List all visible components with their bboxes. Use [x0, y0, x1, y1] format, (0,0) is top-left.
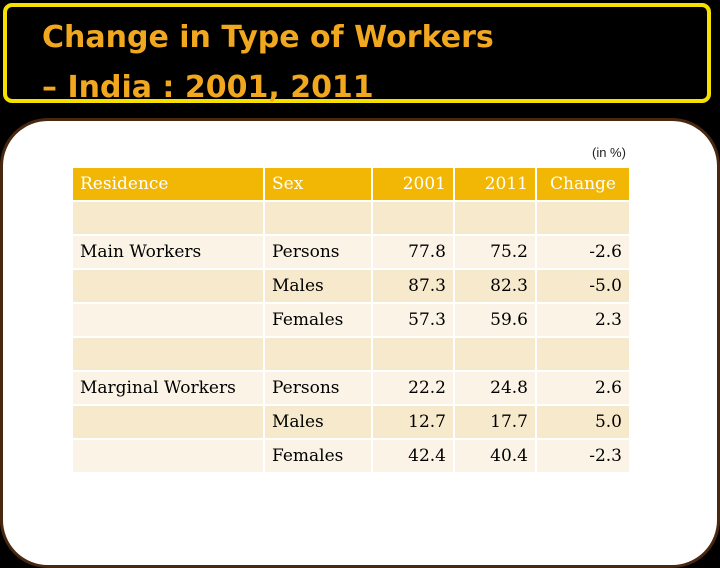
cell-2001: 12.7: [373, 406, 455, 440]
table-row: Females 57.3 59.6 2.3: [73, 304, 631, 338]
header-sex: Sex: [265, 168, 373, 202]
cell-2001: 57.3: [373, 304, 455, 338]
cell-residence: [73, 440, 265, 474]
cell-2001: 87.3: [373, 270, 455, 304]
cell-change: 2.3: [537, 304, 631, 338]
cell-residence: [73, 202, 265, 236]
cell-2011: 17.7: [455, 406, 537, 440]
cell-2001: 77.8: [373, 236, 455, 270]
cell-sex: Females: [265, 304, 373, 338]
title-banner: [3, 3, 711, 103]
cell-sex: [265, 202, 373, 236]
header-change: Change: [537, 168, 631, 202]
header-2011: 2011: [455, 168, 537, 202]
cell-change: 5.0: [537, 406, 631, 440]
cell-sex: Males: [265, 406, 373, 440]
cell-2001: [373, 202, 455, 236]
table-row: [73, 338, 631, 372]
table-header-row: Residence Sex 2001 2011 Change: [73, 168, 631, 202]
table-row: Males 87.3 82.3 -5.0: [73, 270, 631, 304]
header-2001: 2001: [373, 168, 455, 202]
workers-table: Residence Sex 2001 2011 Change Main Work…: [73, 168, 631, 474]
cell-change: 2.6: [537, 372, 631, 406]
cell-change: -2.6: [537, 236, 631, 270]
slide-title-line-1: Change in Type of Workers: [42, 20, 494, 55]
cell-2001: 22.2: [373, 372, 455, 406]
cell-2011: 59.6: [455, 304, 537, 338]
table-row: [73, 202, 631, 236]
cell-residence: [73, 338, 265, 372]
cell-residence: [73, 406, 265, 440]
cell-change: [537, 338, 631, 372]
cell-2001: 42.4: [373, 440, 455, 474]
cell-2011: 75.2: [455, 236, 537, 270]
table-row: Marginal Workers Persons 22.2 24.8 2.6: [73, 372, 631, 406]
cell-2011: 24.8: [455, 372, 537, 406]
cell-sex: Females: [265, 440, 373, 474]
table-row: Females 42.4 40.4 -2.3: [73, 440, 631, 474]
cell-change: -5.0: [537, 270, 631, 304]
cell-2011: [455, 202, 537, 236]
cell-change: [537, 202, 631, 236]
cell-2011: 82.3: [455, 270, 537, 304]
header-residence: Residence: [73, 168, 265, 202]
cell-sex: [265, 338, 373, 372]
cell-residence: [73, 270, 265, 304]
cell-2011: [455, 338, 537, 372]
table-row: Main Workers Persons 77.8 75.2 -2.6: [73, 236, 631, 270]
cell-sex: Persons: [265, 236, 373, 270]
cell-residence: Main Workers: [73, 236, 265, 270]
table-row: Males 12.7 17.7 5.0: [73, 406, 631, 440]
cell-residence: [73, 304, 265, 338]
cell-2011: 40.4: [455, 440, 537, 474]
cell-sex: Persons: [265, 372, 373, 406]
unit-note: (in %): [592, 145, 626, 160]
cell-sex: Males: [265, 270, 373, 304]
slide-title-line-2: – India : 2001, 2011: [42, 70, 374, 105]
cell-2001: [373, 338, 455, 372]
cell-change: -2.3: [537, 440, 631, 474]
cell-residence: Marginal Workers: [73, 372, 265, 406]
